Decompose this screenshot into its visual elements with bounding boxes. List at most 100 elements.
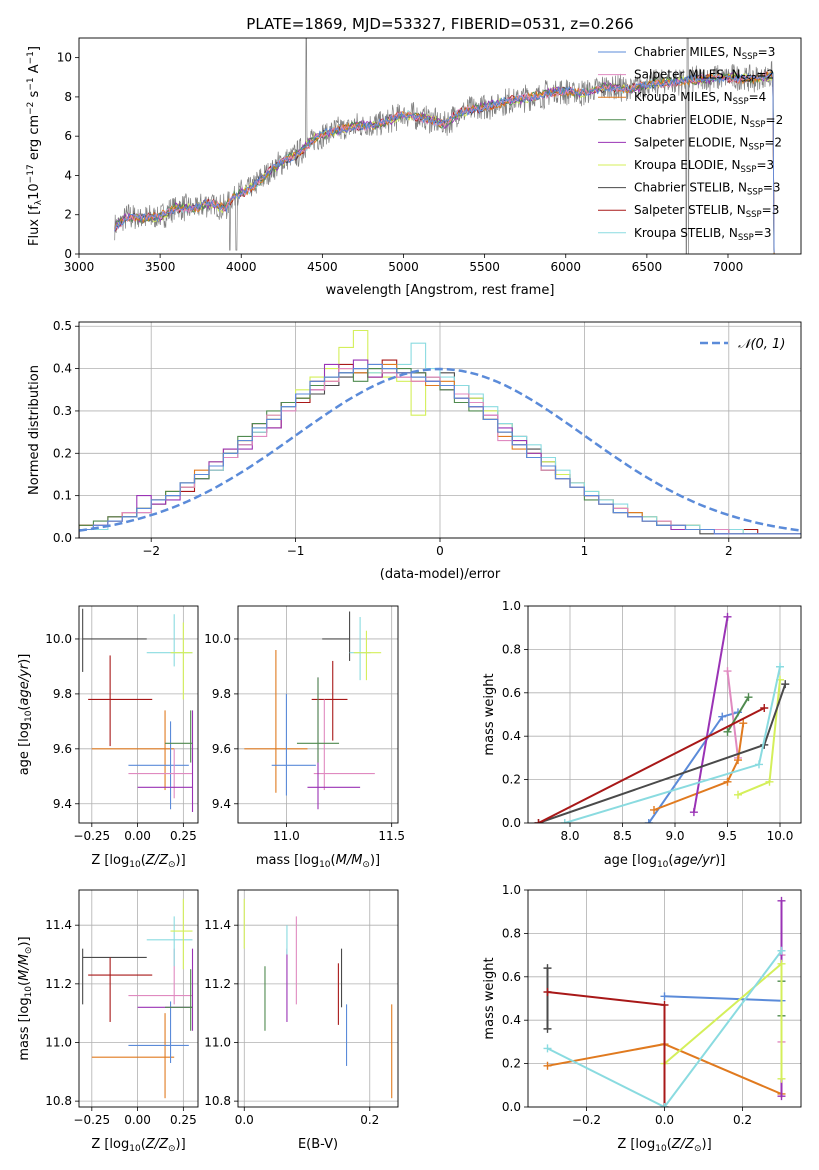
age_vs_mass-points [244, 611, 382, 810]
legend-entry: Chabrier MILES, NSSP=3 [634, 45, 775, 62]
y-tick-label: 9.6 [53, 742, 72, 756]
axes-frame [78, 889, 199, 1108]
y-tick-label: 10.8 [204, 1094, 231, 1108]
histogram-chabrier_miles [79, 363, 801, 538]
x-tick-label: 8.5 [613, 829, 632, 843]
weight-line-kroupa_miles [653, 723, 745, 811]
residuals-panel: −2 −1 0 1 2 0.0 0.1 0.2 0.3 0.4 0.5 (data-model)/er… [27, 319, 802, 582]
x-tick-label: 11.5 [378, 829, 405, 843]
y-tick-label: 0.4 [53, 362, 72, 376]
plot-layer: 3000 3500 4000 4500 5000 5500 6000 6500 7000 0 2 4 6… [17, 37, 802, 1154]
x-tick-label: 9.5 [718, 829, 737, 843]
weight-line-chabrier_miles [664, 995, 782, 1002]
x-tick-label: 8.0 [560, 829, 579, 843]
y-tick-label: 11.2 [45, 977, 72, 991]
y-tick-label: 6 [64, 129, 72, 143]
y-tick-label: 0.6 [502, 970, 521, 984]
y-axis-label: Normed distribution [27, 365, 42, 495]
legend-entry: Salpeter MILES, NSSP=2 [634, 68, 774, 85]
y-tick-label: 0.2 [53, 446, 72, 460]
x-tick-label: 0.0 [655, 1113, 674, 1127]
weight-line-kroupa_stelib [564, 666, 781, 823]
weight-marker-kroupa_elodie [777, 1074, 786, 1083]
weight-marker-chabrier_miles [718, 712, 727, 721]
y-tick-label: 4 [64, 168, 72, 182]
weight_vs_age-panel: 8.0 8.5 9.0 9.5 10.0 0.0 0.2 0.4 0.6 0.8 1.0 age [l… [482, 599, 802, 870]
weight-marker-chabrier_stelib [543, 964, 552, 973]
x-tick-label: 10.0 [767, 829, 794, 843]
weight-marker-chabrier_stelib [543, 1024, 552, 1033]
weight-marker-salpeter_stelib [760, 703, 769, 712]
mass_vs_Z-panel: −0.25 0.00 0.25 10.8 11.0 11.2 11.4 Z [log10(Z/… [17, 889, 199, 1154]
y-tick-label: 0.2 [502, 1057, 521, 1071]
y-tick-label: 0 [64, 247, 72, 261]
y-tick-label: 0.0 [53, 531, 72, 545]
weight-marker-kroupa_elodie [734, 790, 742, 799]
y-tick-label: 0.0 [502, 816, 521, 830]
weight-line-salpeter_stelib [538, 707, 765, 823]
x-tick-label: 4000 [226, 260, 257, 274]
weight-marker-kroupa_elodie [765, 777, 774, 786]
weight-line-salpeter_stelib [547, 991, 666, 1107]
y-tick-label: 11.4 [204, 918, 231, 932]
y-axis-label: Flux [fλ10−17 erg cm−2 s−1 A−1] [26, 46, 44, 246]
x-tick-label: 7000 [713, 260, 744, 274]
x-tick-label: 6500 [632, 260, 663, 274]
x-tick-label: 3500 [145, 260, 176, 274]
x-tick-label: 0.2 [360, 1113, 379, 1127]
legend-entry: Kroupa ELODIE, NSSP=3 [634, 158, 774, 175]
x-tick-label: 0.2 [733, 1113, 752, 1127]
x-axis-label: E(B-V) [298, 1137, 338, 1152]
weight_vs_Z-panel: −0.2 0.0 0.2 0.0 0.2 0.4 0.6 0.8 1.0 Z [log10(Z/Z… [482, 883, 802, 1154]
legend-entry: Chabrier ELODIE, NSSP=2 [634, 113, 783, 130]
x-tick-label: 5000 [388, 260, 419, 274]
weight-marker-salpeter_elodie [777, 896, 786, 905]
weight-marker-kroupa_elodie [777, 959, 786, 968]
y-tick-label: 0.1 [53, 489, 72, 503]
x-tick-label: 0 [436, 544, 444, 558]
x-tick-label: 1 [581, 544, 589, 558]
weight-line-chabrier_elodie [726, 696, 750, 733]
weight-marker-chabrier_elodie [744, 693, 753, 702]
x-tick-label: −0.25 [73, 829, 110, 843]
age_vs_Z-points [82, 608, 194, 813]
weight-marker-salpeter_elodie [723, 612, 732, 621]
y-tick-label: 10.0 [204, 632, 231, 646]
mass_vs_Z-points [82, 898, 194, 1099]
y-tick-label: 11.2 [204, 977, 231, 991]
y-tick-label: 0.4 [502, 729, 521, 743]
x-tick-label: 3000 [64, 260, 95, 274]
y-axis-label: mass [log10(M/M⊙)] [17, 936, 34, 1060]
weight-marker-kroupa_stelib [776, 662, 784, 671]
x-tick-label: −0.25 [73, 1113, 110, 1127]
x-tick-label: −1 [287, 544, 305, 558]
weight-line-kroupa_stelib [547, 950, 783, 1107]
x-tick-label: 0.0 [235, 1113, 254, 1127]
weight_vs_Z-lines [543, 896, 786, 1107]
x-axis-label: age [log10(age/yr)] [604, 853, 726, 870]
x-axis-label: (data-model)/error [380, 567, 501, 582]
x-tick-label: 11.0 [273, 829, 300, 843]
x-axis-label: Z [log10(Z/Z⊙)] [91, 853, 185, 870]
y-tick-label: 0.0 [502, 1100, 521, 1114]
weight-line-chabrier_stelib [538, 683, 787, 823]
axes-frame [78, 605, 199, 824]
x-tick-label: 0.00 [124, 1113, 151, 1127]
x-tick-label: −0.2 [572, 1113, 601, 1127]
y-axis-label: age [log10(age/yr)] [17, 654, 34, 776]
weight-marker-kroupa_stelib [543, 1044, 552, 1053]
weight-marker-chabrier_elodie [723, 727, 732, 736]
axes-frame [237, 889, 399, 1108]
x-tick-label: 5500 [469, 260, 500, 274]
axes-frame [78, 37, 802, 255]
y-tick-label: 9.8 [212, 687, 231, 701]
model-line-chabrier_miles [114, 72, 775, 253]
y-tick-label: 8 [64, 90, 72, 104]
y-tick-label: 0.8 [502, 926, 521, 940]
x-tick-label: 6000 [550, 260, 581, 274]
y-axis-label: mass weight [482, 957, 497, 1039]
y-tick-label: 0.6 [502, 686, 521, 700]
x-tick-label: 4500 [307, 260, 338, 274]
x-tick-label: 0.00 [124, 829, 151, 843]
